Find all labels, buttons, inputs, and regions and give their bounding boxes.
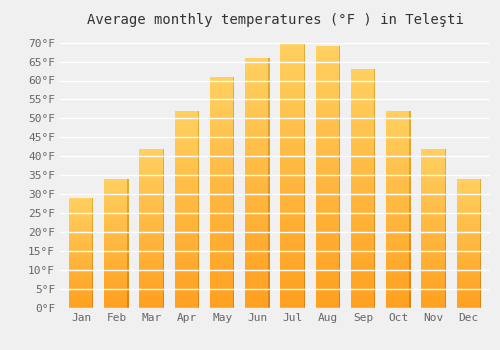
Title: Average monthly temperatures (°F ) in Teleşti: Average monthly temperatures (°F ) in Te… xyxy=(86,13,464,27)
